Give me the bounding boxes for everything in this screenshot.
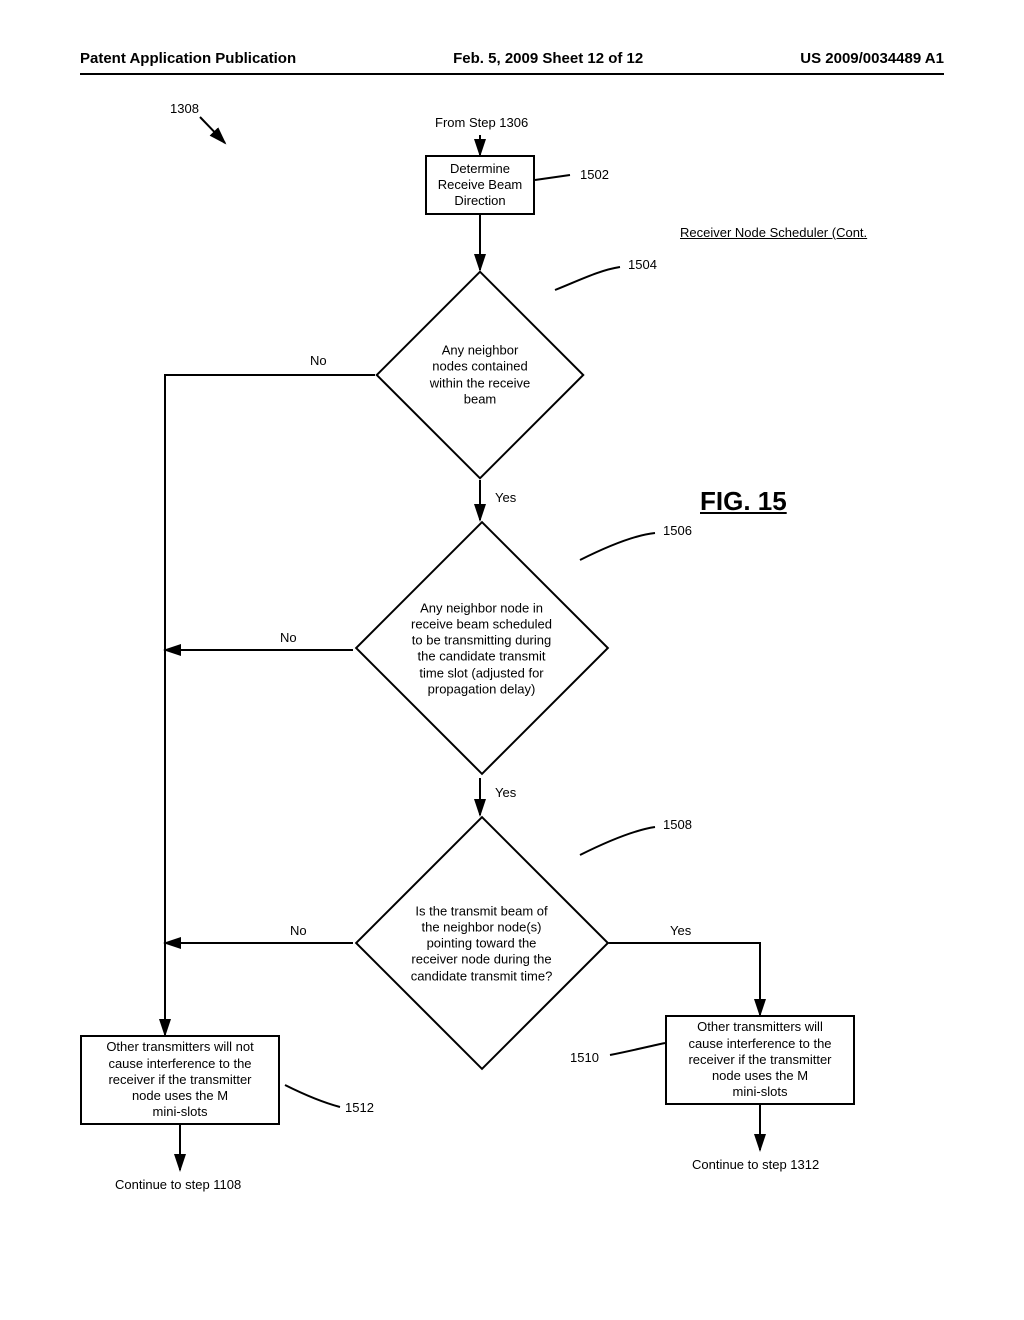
label-no-1508: No	[290, 923, 307, 939]
box-1512: Other transmitters will not cause interf…	[80, 1035, 280, 1125]
scheduler-subtitle: Receiver Node Scheduler (Cont.	[680, 225, 867, 241]
ref-1504: 1504	[628, 257, 657, 273]
box-1510: Other transmitters will cause interferen…	[665, 1015, 855, 1105]
label-yes-1506: Yes	[495, 785, 516, 801]
ref-1506: 1506	[663, 523, 692, 539]
label-no-1506: No	[280, 630, 297, 646]
continue-1312: Continue to step 1312	[692, 1157, 819, 1173]
header-right: US 2009/0034489 A1	[800, 50, 944, 67]
label-no-1504: No	[310, 353, 327, 369]
ref-1510: 1510	[570, 1050, 599, 1066]
figure-label: FIG. 15	[700, 485, 787, 518]
from-step-label: From Step 1306	[435, 115, 528, 131]
flowchart: 1308 From Step 1306 Determine Receive Be…	[80, 95, 944, 1245]
ref-1308: 1308	[170, 101, 199, 117]
ref-1502: 1502	[580, 167, 609, 183]
label-yes-1508: Yes	[670, 923, 691, 939]
label-yes-1504: Yes	[495, 490, 516, 506]
continue-1108: Continue to step 1108	[115, 1177, 241, 1193]
diamond-1508: Is the transmit beam of the neighbor nod…	[353, 815, 610, 1072]
page-header: Patent Application Publication Feb. 5, 2…	[80, 50, 944, 75]
box-1502: Determine Receive Beam Direction	[425, 155, 535, 215]
header-center: Feb. 5, 2009 Sheet 12 of 12	[453, 50, 643, 67]
ref-1512: 1512	[345, 1100, 374, 1116]
diamond-1506: Any neighbor node in receive beam schedu…	[353, 520, 610, 777]
ref-1508: 1508	[663, 817, 692, 833]
header-left: Patent Application Publication	[80, 50, 296, 67]
diamond-1504: Any neighbor nodes contained within the …	[375, 270, 585, 480]
